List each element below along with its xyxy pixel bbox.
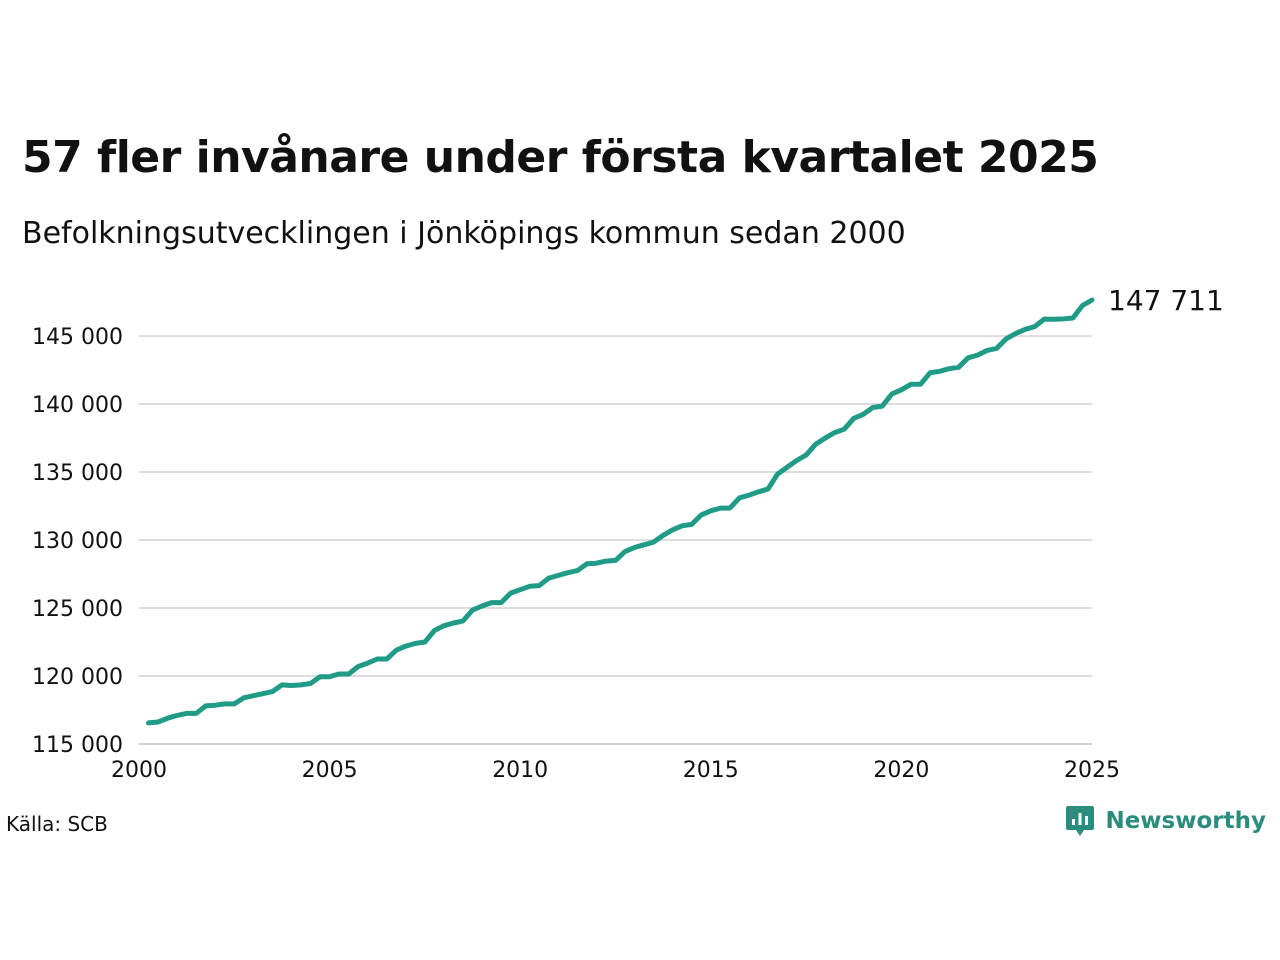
y-tick-label: 135 000	[32, 461, 123, 486]
y-tick-label: 120 000	[32, 665, 123, 690]
data-points	[148, 299, 1093, 724]
y-axis-tick-labels: 115 000 120 000 125 000 130 000 135 000 140 0…	[32, 325, 123, 758]
newsworthy-logo-icon	[1066, 806, 1095, 836]
x-tick-label: 2010	[492, 758, 548, 783]
y-tick-label: 145 000	[32, 325, 123, 350]
chart-title: 57 fler invånare under första kvartalet …	[22, 132, 1099, 183]
y-tick-label: 115 000	[32, 733, 123, 758]
brand-name: Newsworthy	[1105, 808, 1266, 834]
x-axis-tick-labels: 2000 2005 2010 2015 2020 2025	[111, 758, 1120, 783]
gridlines	[139, 335, 1092, 745]
y-tick-label: 125 000	[32, 597, 123, 622]
x-tick-label: 2000	[111, 758, 167, 783]
chart-subtitle: Befolkningsutvecklingen i Jönköpings kom…	[22, 216, 906, 251]
y-tick-label: 140 000	[32, 393, 123, 418]
x-tick-label: 2025	[1064, 758, 1120, 783]
x-tick-label: 2005	[302, 758, 358, 783]
x-tick-label: 2015	[683, 758, 739, 783]
y-tick-label: 130 000	[32, 529, 123, 554]
end-value-label: 147 711	[1108, 284, 1224, 317]
brand-logo: Newsworthy	[1065, 804, 1266, 838]
series-line	[146, 297, 1095, 726]
x-tick-label: 2020	[873, 758, 929, 783]
source-note: Källa: SCB	[6, 812, 108, 836]
